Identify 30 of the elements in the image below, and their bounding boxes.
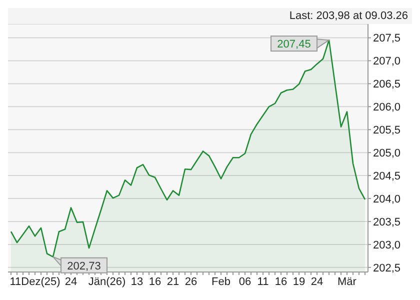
y-tick-label: 203,0 xyxy=(373,239,401,252)
y-tick-label: 207,0 xyxy=(373,56,401,68)
annotation: 207,45 xyxy=(277,38,311,51)
x-tick-label: Jän(26) xyxy=(88,276,126,288)
y-tick-label: 202,5 xyxy=(373,262,401,274)
x-tick-label: 16 xyxy=(148,276,162,288)
y-tick-label: 203,5 xyxy=(373,216,401,228)
y-tick-label: 206,5 xyxy=(373,78,401,91)
x-tick-label: Feb xyxy=(212,276,230,288)
x-tick-label: 24 xyxy=(310,276,324,288)
x-tick-label: 11 xyxy=(257,276,269,288)
x-tick-label: 21 xyxy=(166,276,180,288)
y-tick-label: 207,5 xyxy=(373,32,401,45)
x-tick-label: 11Dez(25) xyxy=(10,276,60,288)
y-tick-label: 205,5 xyxy=(373,124,401,137)
x-tick-label: 16 xyxy=(274,276,288,288)
x-tick-label: 06 xyxy=(238,276,252,288)
x-tick-label: Mär xyxy=(338,276,357,288)
x-tick-label: 13 xyxy=(130,276,144,288)
chart-title: Last: 203,98 at 09.03.26 xyxy=(8,8,412,24)
x-tick-label: 19 xyxy=(292,276,306,288)
y-tick-label: 205,0 xyxy=(373,148,401,160)
y-tick-label: 204,0 xyxy=(373,193,401,206)
y-tick-label: 204,5 xyxy=(373,170,401,182)
x-tick-label: 24 xyxy=(64,276,78,288)
value-callout: 202,73 xyxy=(52,256,108,274)
y-tick-label: 206,0 xyxy=(373,102,401,114)
x-tick-label: 26 xyxy=(184,276,198,288)
annotation: 202,73 xyxy=(67,260,101,272)
value-callout: 207,45 xyxy=(270,36,330,52)
